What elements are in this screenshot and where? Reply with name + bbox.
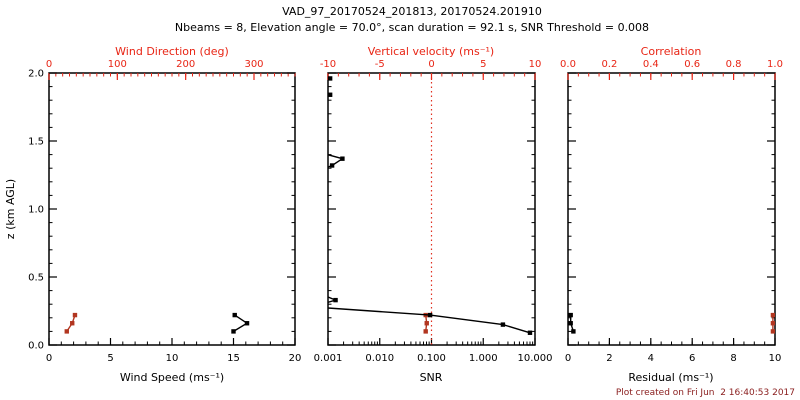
data-point-correlation — [770, 321, 775, 326]
top-tick-label: 0.6 — [684, 59, 700, 70]
data-point-snr-profile — [310, 305, 314, 309]
bottom-tick-label: 0.001 — [314, 353, 343, 364]
data-point-residual — [571, 329, 576, 334]
bottom-tick-label: 0.100 — [417, 353, 446, 364]
data-point-residual — [568, 321, 573, 326]
data-point-wind-speed — [244, 321, 250, 326]
series-wind-direction — [64, 312, 78, 334]
bottom-tick-label: 10.000 — [518, 353, 553, 364]
y-tick-label: 1.5 — [28, 137, 44, 148]
bottom-tick-label: 10 — [166, 353, 179, 364]
bottom-axis-label-snr: SNR — [420, 371, 443, 384]
data-point-snr-profile — [310, 288, 314, 292]
data-point-wind-speed — [232, 312, 237, 318]
page-title: VAD_97_20170524_201813, 20170524.201910 — [282, 5, 542, 18]
top-axis-label-vertical-velocity: Vertical velocity (ms⁻¹) — [368, 45, 494, 58]
data-point-vertical-velocity — [424, 321, 429, 326]
data-point-snr-profile — [427, 312, 433, 318]
top-tick-label: -10 — [320, 59, 336, 70]
bottom-tick-label: 2 — [606, 353, 612, 364]
top-tick-label: 0.8 — [726, 59, 742, 70]
y-tick-label: 1.0 — [28, 205, 44, 216]
bottom-axis-label-residual: Residual (ms⁻¹) — [628, 371, 713, 384]
series-correlation — [770, 312, 775, 334]
bottom-tick-label: 6 — [689, 353, 695, 364]
top-tick-label: 0 — [428, 59, 434, 70]
top-tick-label: 0.0 — [560, 59, 576, 70]
axis-frame — [567, 72, 776, 346]
data-point-wind-direction — [72, 312, 78, 318]
data-point-snr-profile — [310, 84, 314, 88]
bottom-axis-label-wind-speed: Wind Speed (ms⁻¹) — [120, 371, 224, 384]
top-tick-label: 300 — [244, 59, 263, 70]
axis-frame — [48, 72, 296, 346]
data-point-snr-profile — [527, 330, 533, 335]
top-tick-label: -5 — [375, 59, 385, 70]
data-point-wind-direction — [64, 329, 69, 334]
bottom-tick-label: 4 — [648, 353, 654, 364]
data-point-wind-speed — [231, 329, 236, 334]
plot-timestamp: Plot created on Fri Jun 2 16:40:53 2017 — [616, 388, 795, 398]
data-point-snr-profile — [329, 163, 335, 168]
bottom-tick-label: 0 — [565, 353, 571, 364]
top-tick-label: 0 — [46, 59, 52, 70]
data-point-wind-direction — [70, 321, 75, 326]
data-point-snr-profile — [328, 76, 333, 81]
bottom-tick-label: 15 — [227, 353, 240, 364]
y-tick-label: 2.0 — [28, 69, 44, 80]
data-point-snr-profile — [333, 297, 338, 303]
top-tick-label: 10 — [529, 59, 542, 70]
bottom-tick-label: 5 — [107, 353, 113, 364]
top-axis-label-correlation: Correlation — [641, 45, 702, 58]
data-point-snr-profile — [500, 322, 506, 327]
data-line-snr-profile — [328, 77, 531, 334]
data-point-snr-profile — [310, 171, 314, 175]
series-wind-speed — [231, 312, 250, 334]
top-tick-label: 0.4 — [643, 59, 659, 70]
top-tick-label: 1.0 — [767, 59, 783, 70]
y-tick-label: 0.0 — [28, 341, 44, 352]
top-tick-label: 100 — [108, 59, 127, 70]
data-point-snr-profile — [310, 148, 314, 152]
bottom-tick-label: 20 — [289, 353, 302, 364]
panel-snr-panel: 0.001 0.010 0.100 1.000 10.000 -10 -5 0 5 10 — [310, 59, 553, 364]
data-point-correlation — [770, 329, 775, 334]
series-snr-profile — [310, 76, 533, 335]
top-tick-label: 200 — [176, 59, 195, 70]
data-point-residual — [568, 312, 573, 318]
series-residual — [568, 312, 576, 334]
data-point-snr-profile — [328, 92, 333, 97]
bottom-tick-label: 0.010 — [365, 353, 394, 364]
top-tick-label: 0.2 — [601, 59, 617, 70]
bottom-tick-label: 1.000 — [469, 353, 498, 364]
chart-subtitle: Nbeams = 8, Elevation angle = 70.0°, sca… — [175, 21, 649, 34]
data-point-snr-profile — [310, 99, 314, 103]
y-tick-label: 0.5 — [28, 273, 44, 284]
bottom-tick-label: 8 — [730, 353, 736, 364]
data-point-correlation — [770, 312, 775, 318]
bottom-tick-label: 10 — [769, 353, 782, 364]
data-point-vertical-velocity — [423, 329, 428, 334]
panel-residual-panel: 0 2 4 6 8 10 0.0 0.2 0.4 0.6 0.8 1.0 — [560, 59, 783, 364]
top-tick-label: 5 — [480, 59, 486, 70]
bottom-tick-label: 0 — [46, 353, 52, 364]
data-point-snr-profile — [340, 156, 345, 161]
top-axis-label-wind-direction: Wind Direction (deg) — [115, 45, 229, 58]
y-axis-label: z (km AGL) — [4, 179, 17, 239]
